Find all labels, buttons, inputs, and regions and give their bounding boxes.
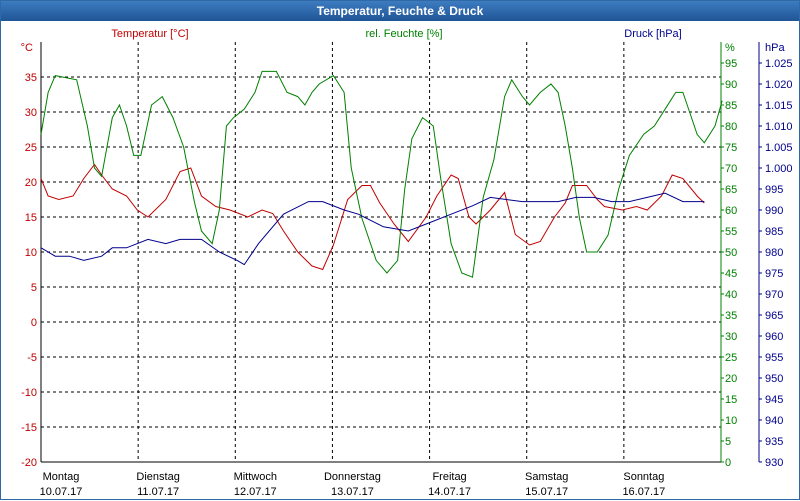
- humidity-tick-label: 75: [725, 142, 737, 154]
- humidity-tick-label: 25: [725, 352, 737, 364]
- pressure-unit-label: hPa: [765, 42, 785, 54]
- x-weekday-label: Freitag: [432, 471, 466, 483]
- pressure-tick-label: 935: [765, 436, 783, 448]
- x-date-label: 15.07.17: [525, 486, 568, 498]
- humidity-tick-label: 65: [725, 184, 737, 196]
- humidity-tick-label: 50: [725, 247, 737, 259]
- temp-tick-label: 10: [25, 247, 37, 259]
- humidity-tick-label: 35: [725, 310, 737, 322]
- temp-tick-label: 20: [25, 177, 37, 189]
- pressure-tick-label: 950: [765, 373, 783, 385]
- humidity-tick-label: 80: [725, 121, 737, 133]
- pressure-tick-label: 990: [765, 205, 783, 217]
- temp-tick-label: 35: [25, 72, 37, 84]
- humidity-unit-label: %: [725, 42, 735, 54]
- humidity-tick-label: 90: [725, 79, 737, 91]
- temp-tick-label: 0: [31, 317, 37, 329]
- humidity-tick-label: 95: [725, 58, 737, 70]
- series-line-temperature: [40, 163, 705, 271]
- humidity-tick-label: 85: [725, 100, 737, 112]
- x-date-label: 16.07.17: [622, 486, 665, 498]
- pressure-tick-label: 965: [765, 310, 783, 322]
- humidity-tick-label: 30: [725, 331, 737, 343]
- temp-unit-label: °C: [21, 42, 33, 54]
- x-weekday-label: Donnerstag: [324, 471, 381, 483]
- humidity-tick-label: 55: [725, 226, 737, 238]
- pressure-tick-label: 970: [765, 289, 783, 301]
- axis-labels: °C Temperatur [°C] rel. Feuchte [%] Druc…: [21, 28, 786, 54]
- temp-tick-label: -15: [21, 422, 37, 434]
- pressure-tick-label: 1.010: [765, 121, 793, 133]
- temp-tick-label: 30: [25, 107, 37, 119]
- humidity-tick-label: 10: [725, 415, 737, 427]
- humidity-axis-title: rel. Feuchte [%]: [365, 28, 442, 40]
- series-line-humidity: [40, 70, 723, 278]
- chart-title: Temperatur, Feuchte & Druck: [1, 1, 799, 21]
- x-date-label: 11.07.17: [137, 486, 179, 498]
- pressure-tick-label: 995: [765, 184, 783, 196]
- pressure-tick-label: 1.015: [765, 100, 793, 112]
- x-date-label: 10.07.17: [40, 486, 83, 498]
- x-weekday-label: Montag: [43, 471, 80, 483]
- x-weekday-label: Samstag: [525, 471, 568, 483]
- temp-tick-label: 25: [25, 142, 37, 154]
- x-date-label: 12.07.17: [234, 486, 277, 498]
- pressure-tick-label: 980: [765, 247, 783, 259]
- series-layer: [40, 70, 723, 278]
- pressure-tick-label: 1.000: [765, 163, 793, 175]
- pressure-tick-label: 1.025: [765, 58, 793, 70]
- series-line-pressure: [40, 192, 705, 266]
- temp-axis-title: Temperatur [°C]: [111, 28, 188, 40]
- pressure-tick-label: 930: [765, 457, 783, 469]
- temp-tick-label: -5: [27, 352, 37, 364]
- humidity-tick-label: 60: [725, 205, 737, 217]
- humidity-tick-label: 45: [725, 268, 737, 280]
- pressure-tick-label: 940: [765, 415, 783, 427]
- x-date-label: 13.07.17: [331, 486, 374, 498]
- pressure-tick-label: 955: [765, 352, 783, 364]
- pressure-axis-title: Druck [hPa]: [624, 28, 681, 40]
- humidity-tick-label: 0: [725, 457, 731, 469]
- humidity-tick-label: 5: [725, 436, 731, 448]
- pressure-tick-label: 975: [765, 268, 783, 280]
- humidity-tick-label: 15: [725, 394, 737, 406]
- temp-tick-label: 5: [31, 282, 37, 294]
- x-weekday-label: Dienstag: [136, 471, 179, 483]
- axes: -20 -15 -10 -5 0 5 10 15 20 25 30 35 0 5 10 15 20 25 30 35 4…: [21, 42, 793, 498]
- pressure-tick-label: 960: [765, 331, 783, 343]
- x-date-label: 14.07.17: [428, 486, 471, 498]
- grid: [41, 42, 722, 463]
- humidity-tick-label: 20: [725, 373, 737, 385]
- pressure-tick-label: 1.020: [765, 79, 793, 91]
- temp-tick-label: -20: [21, 457, 37, 469]
- temp-tick-label: 15: [25, 212, 37, 224]
- pressure-tick-label: 945: [765, 394, 783, 406]
- pressure-tick-label: 985: [765, 226, 783, 238]
- x-weekday-label: Mittwoch: [234, 471, 277, 483]
- temp-tick-label: -10: [21, 387, 37, 399]
- pressure-tick-label: 1.005: [765, 142, 793, 154]
- x-weekday-label: Sonntag: [623, 471, 664, 483]
- humidity-tick-label: 40: [725, 289, 737, 301]
- humidity-tick-label: 70: [725, 163, 737, 175]
